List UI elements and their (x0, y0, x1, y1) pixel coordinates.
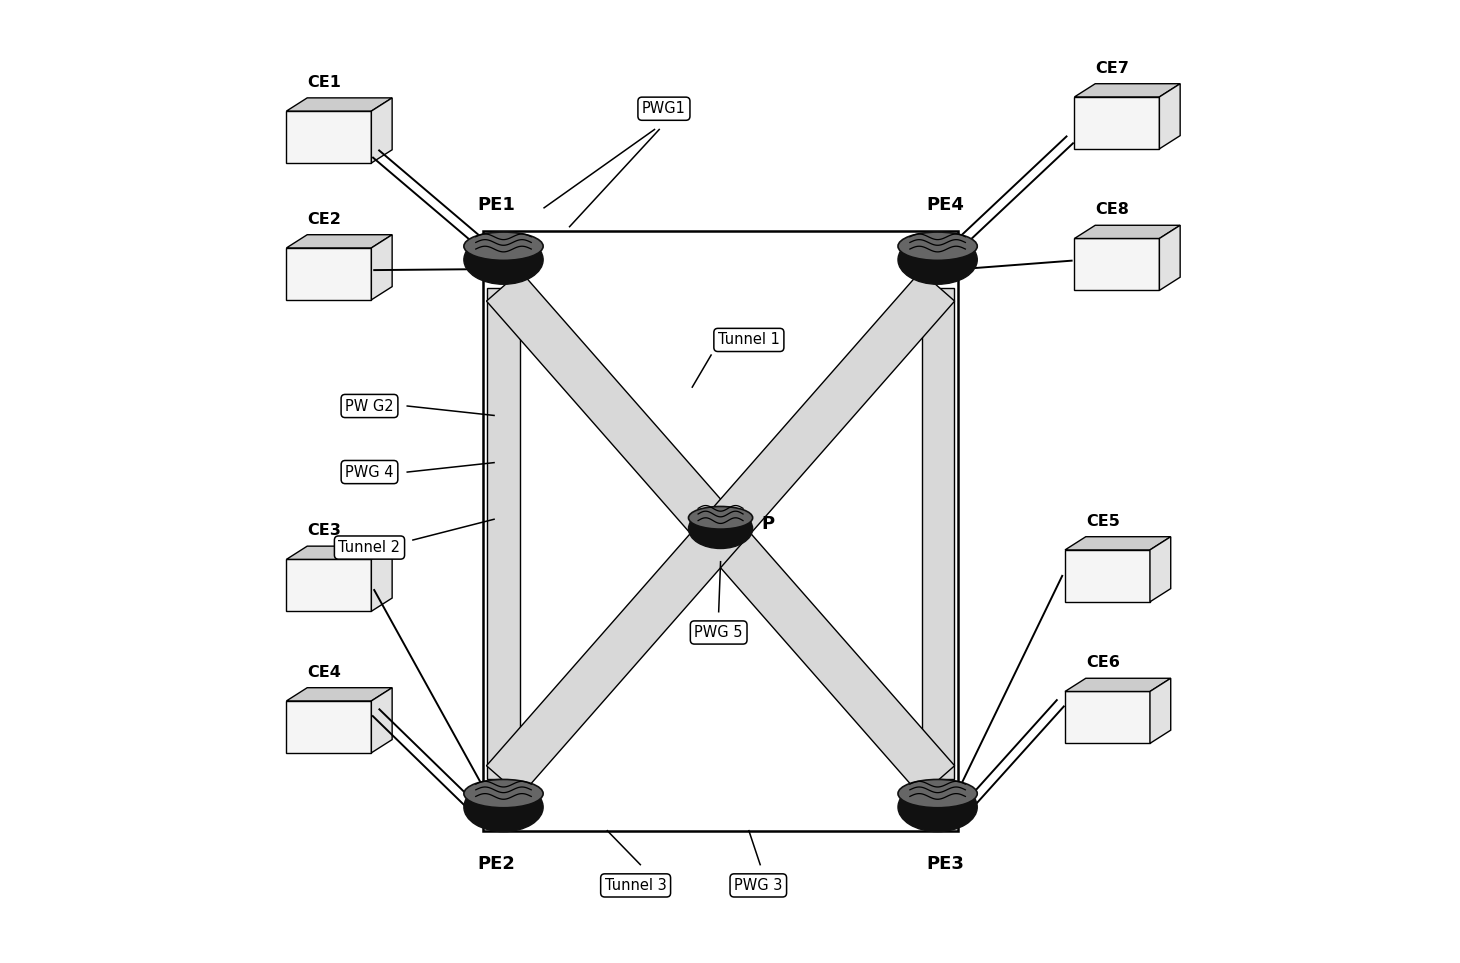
Polygon shape (486, 272, 955, 795)
Polygon shape (371, 235, 393, 299)
Polygon shape (286, 560, 371, 612)
Polygon shape (1064, 536, 1171, 550)
Ellipse shape (898, 779, 977, 808)
Polygon shape (1064, 678, 1171, 691)
Polygon shape (286, 235, 393, 247)
Bar (483, 231, 958, 831)
Ellipse shape (464, 779, 543, 808)
Polygon shape (286, 546, 393, 560)
Text: CE2: CE2 (307, 212, 342, 226)
Polygon shape (286, 701, 371, 753)
Text: PW G2: PW G2 (345, 399, 394, 413)
Polygon shape (1075, 97, 1159, 149)
Polygon shape (371, 546, 393, 612)
Text: PE1: PE1 (477, 196, 515, 214)
Text: Tunnel 3: Tunnel 3 (604, 878, 667, 893)
Polygon shape (286, 247, 371, 299)
Text: CE8: CE8 (1095, 202, 1129, 218)
Ellipse shape (464, 783, 543, 832)
Ellipse shape (689, 507, 753, 529)
Polygon shape (286, 688, 393, 701)
Ellipse shape (464, 232, 543, 260)
Polygon shape (486, 272, 955, 795)
Polygon shape (371, 688, 393, 753)
Polygon shape (286, 98, 393, 111)
Polygon shape (1064, 550, 1150, 602)
Ellipse shape (898, 232, 977, 260)
Polygon shape (1075, 225, 1180, 239)
Ellipse shape (464, 235, 543, 284)
Polygon shape (371, 98, 393, 163)
Polygon shape (1075, 84, 1180, 97)
Text: PWG 4: PWG 4 (345, 464, 394, 480)
Polygon shape (286, 111, 371, 163)
Text: PWG1: PWG1 (642, 101, 686, 117)
Text: CE7: CE7 (1095, 61, 1129, 76)
Polygon shape (1159, 225, 1180, 291)
Polygon shape (1150, 536, 1171, 602)
Text: CE6: CE6 (1086, 655, 1120, 670)
Text: PE2: PE2 (477, 855, 515, 872)
Text: PWG 5: PWG 5 (695, 625, 743, 640)
Polygon shape (1075, 239, 1159, 291)
Text: PE4: PE4 (926, 196, 964, 214)
Text: PWG 3: PWG 3 (734, 878, 783, 893)
Text: CE1: CE1 (307, 75, 342, 90)
Ellipse shape (898, 235, 977, 284)
Polygon shape (921, 288, 953, 779)
Polygon shape (1159, 84, 1180, 149)
Ellipse shape (689, 508, 753, 549)
Polygon shape (488, 288, 520, 779)
Polygon shape (1064, 691, 1150, 743)
Polygon shape (1150, 678, 1171, 743)
Text: CE3: CE3 (307, 523, 342, 538)
Ellipse shape (898, 783, 977, 832)
Text: Tunnel 2: Tunnel 2 (339, 540, 400, 555)
Text: CE4: CE4 (307, 664, 342, 680)
Text: PE3: PE3 (926, 855, 964, 872)
Text: P: P (761, 515, 774, 533)
Text: CE5: CE5 (1086, 513, 1120, 529)
Text: Tunnel 1: Tunnel 1 (718, 332, 780, 348)
